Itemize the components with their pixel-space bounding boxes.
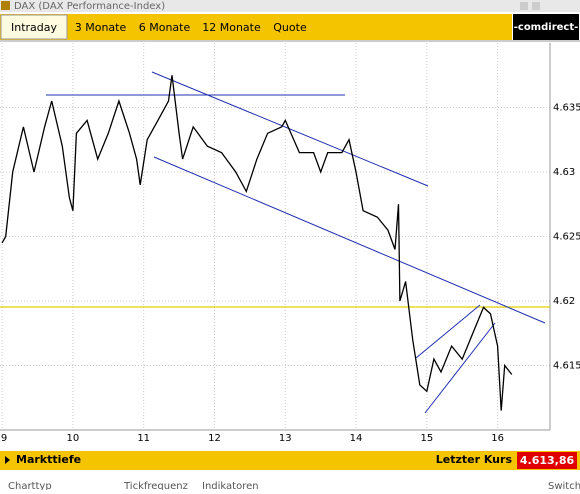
y-tick-label: 4.625 [553,232,580,243]
footer-link[interactable]: Switch [548,481,580,492]
trend-line [153,156,546,324]
trend-line [415,304,481,359]
x-tick-label: 9 [1,433,7,444]
footer-link[interactable]: Charttyp [8,481,52,492]
trend-line [151,71,429,187]
tab[interactable]: 12 Monate [202,21,261,34]
footer-link[interactable]: Indikatoren [202,481,259,492]
logo: -comdirect- [514,22,579,33]
x-tick-label: 13 [279,433,292,444]
last-value: 4.613,86 [520,454,575,467]
y-tick-label: 4.63 [553,167,575,178]
logo-box [513,14,579,40]
app-icon [1,1,10,10]
last-label: Letzter Kurs [436,453,513,466]
title-bar [0,0,580,12]
footer-bar [0,451,580,470]
depth-button[interactable]: Markttiefe [16,453,81,466]
x-tick-label: 12 [208,433,221,444]
x-tick-label: 15 [420,433,433,444]
y-tick-label: 4.615 [553,361,580,372]
arrow-icon [5,456,10,464]
footer-link[interactable]: Tickfrequenz [123,481,188,492]
tab-selected [0,14,68,40]
trend-line [424,322,496,414]
window-button[interactable] [520,2,528,10]
tab[interactable]: 6 Monate [139,21,191,34]
x-tick-label: 11 [137,433,150,444]
x-tick-label: 14 [350,433,363,444]
x-tick-label: 10 [67,433,80,444]
window-button[interactable] [532,2,540,10]
tab[interactable]: Quote [273,21,307,34]
tab[interactable]: 3 Monate [75,21,127,34]
y-tick-label: 4.62 [553,296,575,307]
tab-bar [0,14,512,40]
tab[interactable]: Intraday [11,21,58,34]
price-line [1,75,513,411]
window-title: DAX (DAX Performance-Index) [14,1,165,12]
y-tick-label: 4.635 [553,103,580,114]
x-tick-label: 16 [491,433,504,444]
last-box [517,452,577,469]
